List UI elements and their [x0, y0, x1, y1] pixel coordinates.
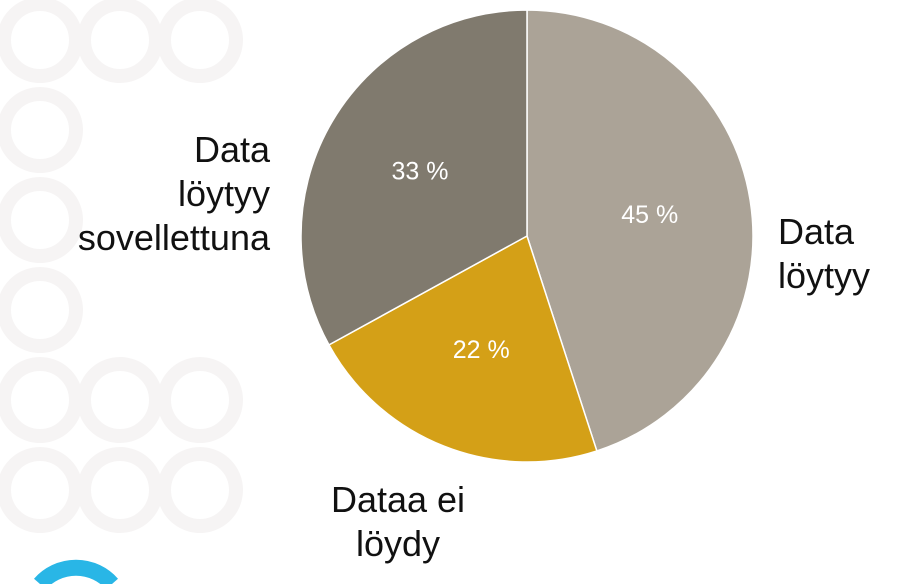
pie-slice: [327, 234, 598, 463]
decor-arc: [34, 559, 118, 584]
slice-label: Dataa ei löydy: [330, 479, 466, 564]
pie-slice: [526, 9, 754, 452]
slice-label: Data löytyy: [778, 211, 871, 296]
slice-label: Data löytyy sovellettuna: [77, 129, 270, 258]
value-label: 22 %: [453, 336, 510, 364]
background-decoration: [0, 0, 243, 533]
value-label: 45 %: [621, 201, 678, 229]
pie-slice: [300, 9, 528, 346]
value-label: 33 %: [392, 157, 449, 185]
